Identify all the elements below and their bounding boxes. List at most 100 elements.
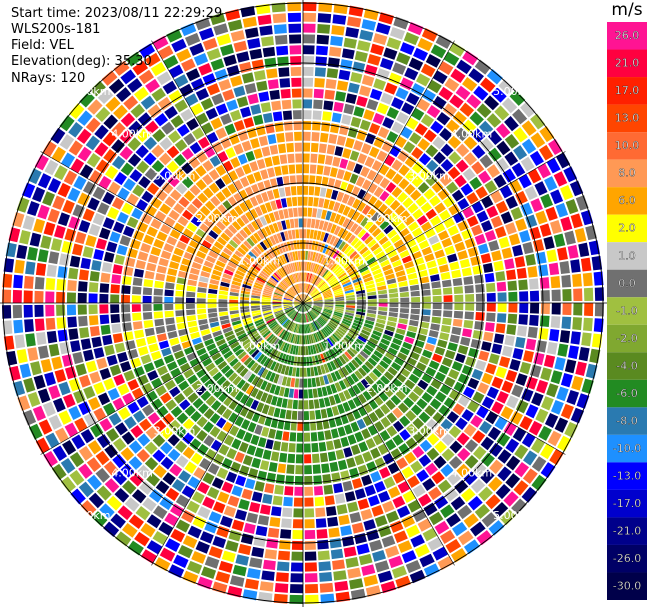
velocity-gate — [1, 305, 12, 319]
velocity-gate — [223, 350, 233, 360]
velocity-gate — [324, 306, 334, 310]
velocity-gate — [181, 485, 195, 499]
velocity-gate — [462, 328, 473, 338]
velocity-gate — [593, 318, 604, 333]
velocity-gate — [383, 371, 394, 381]
velocity-gate — [505, 473, 521, 489]
velocity-gate — [311, 309, 319, 316]
velocity-gate — [462, 76, 478, 92]
velocity-gate — [215, 178, 226, 190]
velocity-gate — [356, 129, 367, 141]
velocity-gate — [175, 455, 189, 468]
velocity-gate — [257, 437, 267, 448]
velocity-gate — [251, 310, 261, 314]
velocity-gate — [404, 155, 417, 168]
velocity-gate — [434, 346, 446, 356]
velocity-gate — [467, 400, 480, 413]
velocity-gate — [174, 139, 188, 152]
velocity-gate — [325, 188, 333, 199]
velocity-gate — [120, 69, 136, 85]
velocity-gate — [253, 114, 264, 126]
velocity-gate — [556, 386, 569, 402]
colorbar-tick-label: -30.0 — [613, 580, 641, 593]
velocity-gate — [296, 284, 301, 293]
velocity-gate — [300, 324, 302, 334]
velocity-gate — [77, 292, 87, 303]
velocity-gate — [362, 272, 372, 280]
velocity-gate — [202, 357, 213, 367]
velocity-gate — [119, 235, 131, 247]
velocity-gate — [516, 267, 527, 279]
velocity-gate — [530, 198, 543, 213]
velocity-gate — [146, 262, 157, 272]
velocity-gate — [521, 432, 536, 448]
velocity-gate — [298, 389, 303, 399]
velocity-gate — [274, 34, 288, 45]
velocity-gate — [151, 398, 163, 410]
velocity-gate — [192, 397, 204, 409]
velocity-gate — [238, 441, 249, 453]
velocity-gate — [92, 212, 105, 226]
colorbar-tick-label: 17.0 — [615, 84, 640, 97]
velocity-gate — [210, 245, 221, 255]
velocity-gate — [148, 254, 159, 264]
velocity-gate — [129, 239, 141, 250]
velocity-gate — [480, 77, 496, 93]
velocity-gate — [235, 329, 246, 337]
velocity-gate — [27, 347, 39, 362]
velocity-gate — [397, 323, 407, 330]
velocity-gate — [481, 396, 495, 409]
velocity-gate — [181, 510, 195, 524]
velocity-gate — [59, 134, 75, 150]
velocity-gate — [272, 234, 280, 244]
velocity-gate — [120, 447, 135, 461]
velocity-gate — [472, 265, 483, 275]
velocity-gate — [476, 405, 489, 419]
velocity-gate — [506, 324, 517, 335]
velocity-gate — [340, 322, 350, 329]
velocity-gate — [377, 285, 387, 291]
velocity-gate — [275, 289, 284, 295]
velocity-gate — [495, 323, 506, 334]
velocity-gate — [153, 311, 164, 319]
velocity-gate — [234, 391, 245, 402]
velocity-gate — [223, 434, 235, 446]
velocity-gate — [188, 156, 201, 169]
velocity-gate — [29, 232, 42, 247]
velocity-gate — [299, 294, 303, 303]
velocity-gate — [364, 344, 374, 353]
velocity-gate — [26, 200, 40, 217]
velocity-gate — [439, 209, 451, 221]
velocity-gate — [218, 444, 230, 456]
velocity-gate — [332, 14, 347, 25]
velocity-gate — [332, 316, 341, 322]
velocity-gate — [311, 355, 317, 366]
velocity-gate — [299, 367, 303, 377]
velocity-gate — [159, 496, 174, 511]
velocity-gate — [354, 488, 366, 500]
velocity-gate — [331, 112, 342, 123]
velocity-gate — [367, 306, 377, 311]
velocity-gate — [559, 330, 571, 344]
velocity-gate — [339, 158, 349, 169]
velocity-gate — [347, 361, 357, 372]
velocity-gate — [298, 335, 302, 345]
velocity-gate — [88, 282, 99, 293]
velocity-gate — [360, 217, 370, 227]
velocity-gate — [535, 210, 548, 225]
velocity-gate — [290, 573, 303, 583]
velocity-gate — [262, 112, 273, 124]
velocity-gate — [107, 388, 120, 401]
velocity-gate — [253, 232, 262, 242]
velocity-gate — [326, 68, 339, 79]
velocity-gate — [222, 160, 234, 172]
velocity-gate — [287, 321, 294, 331]
velocity-gate — [281, 518, 292, 528]
velocity-gate — [274, 245, 281, 255]
colorbar-swatch — [607, 187, 647, 215]
velocity-gate — [132, 60, 149, 76]
velocity-gate — [203, 146, 216, 158]
range-ring-label: 2.00km — [366, 382, 408, 395]
velocity-gate — [378, 294, 388, 299]
velocity-gate — [380, 375, 391, 386]
